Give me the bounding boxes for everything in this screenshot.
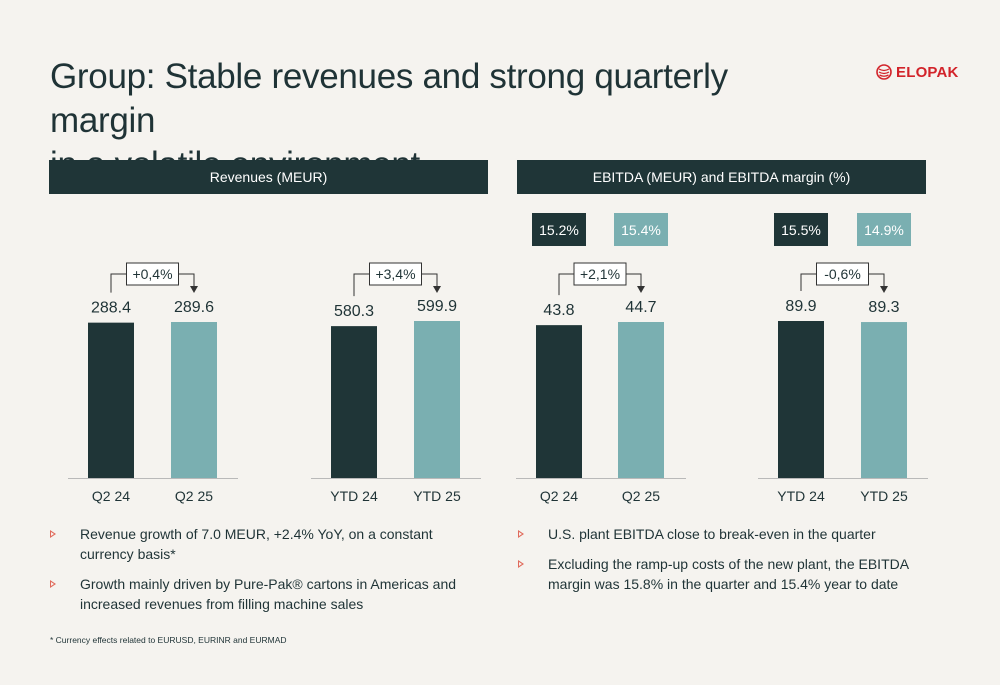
change-connector-right <box>178 273 195 288</box>
margin-badge <box>614 213 668 246</box>
revenue-bullet-list: Revenue growth of 7.0 MEUR, +2.4% YoY, o… <box>50 524 490 624</box>
change-label: +2,1% <box>580 266 620 282</box>
elopak-globe-icon <box>876 64 892 80</box>
triangle-bullet-icon <box>518 560 524 568</box>
x-tick-label: YTD 25 <box>860 488 908 504</box>
x-tick-label: YTD 24 <box>777 488 825 504</box>
margin-badge-label: 15.2% <box>539 222 579 238</box>
triangle-bullet-icon <box>50 530 56 538</box>
bar-value-label: 89.3 <box>868 299 899 316</box>
bar-value-label: 43.8 <box>543 302 574 319</box>
change-label: -0,6% <box>824 266 861 282</box>
ebitda-panel-header: EBITDA (MEUR) and EBITDA margin (%) <box>517 160 926 194</box>
arrow-down-icon <box>880 286 888 293</box>
x-tick-label: Q2 25 <box>622 488 660 504</box>
change-connector-left <box>353 273 370 297</box>
x-tick-label: Q2 24 <box>540 488 578 504</box>
margin-badge-label: 14.9% <box>864 222 904 238</box>
triangle-bullet-icon <box>50 580 56 588</box>
list-item: U.S. plant EBITDA close to break-even in… <box>518 524 918 544</box>
bullet-text: U.S. plant EBITDA close to break-even in… <box>548 526 876 542</box>
elopak-logo: ELOPAK <box>876 62 959 82</box>
change-connector-right <box>868 273 885 288</box>
bar-value-label: 580.3 <box>334 303 374 320</box>
bar <box>778 321 824 478</box>
page-title-line-1: Group: Stable revenues and strong quarte… <box>50 57 728 140</box>
triangle-bullet-icon <box>518 530 524 538</box>
change-connector-left <box>558 273 574 296</box>
bar <box>171 322 217 478</box>
x-tick-label: YTD 25 <box>413 488 461 504</box>
bar <box>861 322 907 478</box>
list-item: Growth mainly driven by Pure-Pak® carton… <box>50 574 490 614</box>
x-tick-label: Q2 24 <box>92 488 130 504</box>
margin-badge <box>532 213 586 246</box>
change-connector-left <box>110 273 127 293</box>
change-badge <box>573 262 627 286</box>
bullet-text: Excluding the ramp-up costs of the new p… <box>548 556 909 592</box>
bullet-text: Growth mainly driven by Pure-Pak® carton… <box>80 576 457 612</box>
change-label: +3,4% <box>375 266 415 282</box>
change-connector-right <box>626 273 642 288</box>
change-badge <box>369 262 422 286</box>
bar-value-label: 288.4 <box>91 300 131 317</box>
ebitda-bullet-list: U.S. plant EBITDA close to break-even in… <box>518 524 918 604</box>
list-item: Revenue growth of 7.0 MEUR, +2.4% YoY, o… <box>50 524 490 564</box>
x-tick-label: YTD 24 <box>330 488 378 504</box>
margin-badge <box>774 213 828 246</box>
footnote: * Currency effects related to EURUSD, EU… <box>50 635 287 645</box>
bullet-text: Revenue growth of 7.0 MEUR, +2.4% YoY, o… <box>80 526 433 562</box>
margin-badge-label: 15.4% <box>621 222 661 238</box>
list-item: Excluding the ramp-up costs of the new p… <box>518 554 918 594</box>
bar-value-label: 89.9 <box>785 298 816 315</box>
bar-value-label: 289.6 <box>174 299 214 316</box>
change-connector-right <box>421 273 438 288</box>
bar <box>618 322 664 478</box>
change-label: +0,4% <box>132 266 172 282</box>
margin-badge-label: 15.5% <box>781 222 821 238</box>
change-badge <box>126 262 179 286</box>
revenues-panel-header: Revenues (MEUR) <box>49 160 488 194</box>
change-badge <box>816 262 869 286</box>
change-connector-left <box>800 273 817 291</box>
bar <box>536 325 582 478</box>
x-tick-label: Q2 25 <box>175 488 213 504</box>
bar-value-label: 44.7 <box>625 299 656 316</box>
arrow-down-icon <box>637 286 645 293</box>
bar-value-label: 599.9 <box>417 298 457 315</box>
arrow-down-icon <box>433 286 441 293</box>
margin-badge <box>857 213 911 246</box>
bar <box>414 321 460 478</box>
logo-text: ELOPAK <box>896 63 959 81</box>
bar <box>331 326 377 478</box>
bar <box>88 322 134 478</box>
arrow-down-icon <box>190 286 198 293</box>
